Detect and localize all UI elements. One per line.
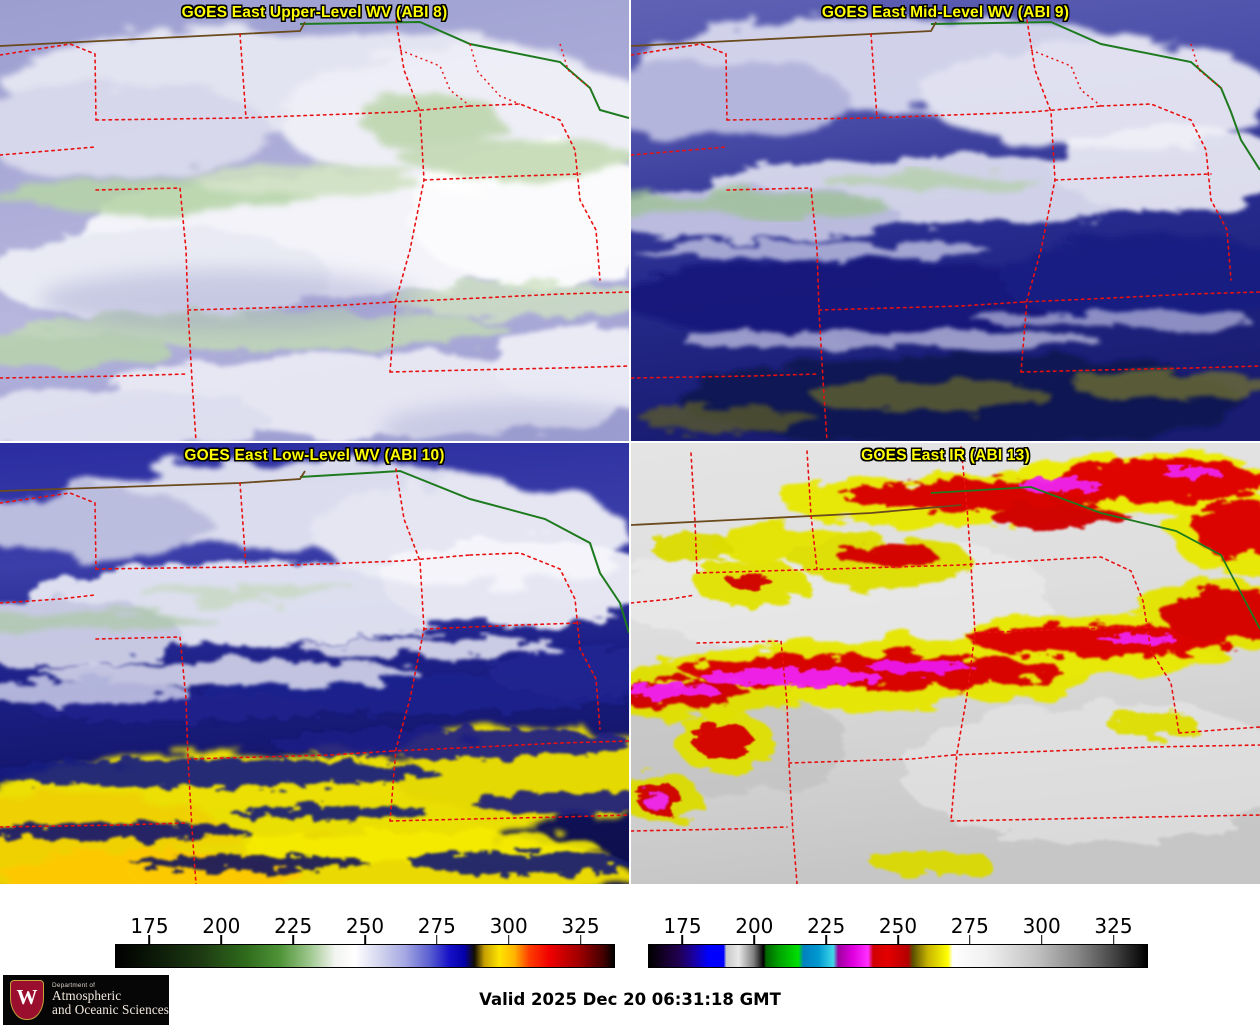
colorbar-tick-mark bbox=[1040, 935, 1043, 944]
crest-letter: W bbox=[16, 985, 38, 1009]
logo-name-line-1: Atmospheric bbox=[52, 988, 122, 1004]
border-international bbox=[930, 20, 1260, 171]
panel-mid-level-wv[interactable]: GOES East Mid-Level WV (ABI 9) bbox=[631, 0, 1260, 441]
colorbar-tick-label: 225 bbox=[807, 914, 846, 938]
colorbar-tick-label: 275 bbox=[417, 914, 456, 938]
colorbar-tick-label: 200 bbox=[735, 914, 774, 938]
colorbar-tick-mark bbox=[364, 935, 366, 944]
uw-aos-logo: W Department of Atmospheric and Oceanic … bbox=[3, 975, 169, 1025]
colorbar-tick-mark bbox=[220, 935, 223, 944]
satellite-image-low-level-wv bbox=[0, 443, 629, 884]
colorbar-tick-mark bbox=[579, 935, 582, 944]
colorbar-tick-label: 175 bbox=[663, 914, 702, 938]
satellite-image-upper-level-wv bbox=[0, 0, 629, 441]
logo-name-line-2: and Oceanic Sciences bbox=[52, 1002, 169, 1018]
colorbar-tick-label: 300 bbox=[1022, 914, 1061, 938]
colorbar-tick-mark bbox=[148, 935, 151, 944]
colorbar-tick-label: 325 bbox=[561, 914, 600, 938]
ir-colorbar: 175 200 225 250 275 300 325 bbox=[648, 914, 1148, 968]
ir-colorbar-tick-labels: 175 200 225 250 275 300 325 bbox=[648, 914, 1148, 944]
border-international bbox=[930, 486, 1260, 630]
colorbar-tick-mark bbox=[1112, 935, 1115, 944]
valid-time-label: Valid 2025 Dec 20 06:31:18 GMT bbox=[479, 990, 781, 1009]
colorbar-tick-label: 225 bbox=[274, 914, 313, 938]
colorbar-tick-mark bbox=[897, 935, 899, 944]
colorbar-tick-label: 250 bbox=[345, 914, 385, 938]
ir-colorbar-strip bbox=[648, 944, 1148, 968]
wv-colorbar-strip bbox=[115, 944, 615, 968]
satellite-image-ir bbox=[631, 443, 1260, 884]
colorbar-tick-mark bbox=[969, 935, 971, 944]
crest-shield-shape bbox=[10, 980, 44, 1020]
colorbar-tick-mark bbox=[753, 935, 756, 944]
border-international bbox=[299, 469, 629, 634]
colorbar-tick-mark bbox=[507, 935, 510, 944]
footer-bar: W Department of Atmospheric and Oceanic … bbox=[0, 975, 1260, 1027]
logo-department-line: Department of bbox=[52, 981, 96, 989]
wv-colorbar: 175 200 225 250 275 300 325 bbox=[115, 914, 615, 968]
colorbar-tick-label: 175 bbox=[130, 914, 169, 938]
satellite-image-mid-level-wv bbox=[631, 0, 1260, 441]
colorbar-tick-label: 300 bbox=[489, 914, 528, 938]
colorbar-tick-label: 250 bbox=[878, 914, 918, 938]
state-borders bbox=[0, 19, 629, 441]
state-borders bbox=[0, 468, 629, 884]
colorbar-tick-mark bbox=[436, 935, 438, 944]
state-borders bbox=[631, 446, 1260, 884]
border-international bbox=[299, 20, 629, 119]
panel-grid: GOES East Upper-Level WV (ABI 8) bbox=[0, 0, 1260, 884]
colorbar-tick-mark bbox=[681, 935, 684, 944]
panel-upper-level-wv[interactable]: GOES East Upper-Level WV (ABI 8) bbox=[0, 0, 629, 441]
colorbar-tick-mark bbox=[292, 935, 294, 944]
colorbar-tick-mark bbox=[825, 935, 827, 944]
uw-crest-icon: W bbox=[10, 980, 44, 1020]
panel-ir[interactable]: GOES East IR (ABI 13) bbox=[631, 443, 1260, 884]
logo-text-block: Department of Atmospheric and Oceanic Sc… bbox=[52, 981, 169, 1018]
colorbar-tick-label: 275 bbox=[950, 914, 989, 938]
colorbar-tick-label: 200 bbox=[202, 914, 241, 938]
state-borders bbox=[631, 19, 1260, 441]
wv-colorbar-tick-labels: 175 200 225 250 275 300 325 bbox=[115, 914, 615, 944]
colorbar-tick-label: 325 bbox=[1094, 914, 1133, 938]
panel-low-level-wv[interactable]: GOES East Low-Level WV (ABI 10) bbox=[0, 443, 629, 884]
